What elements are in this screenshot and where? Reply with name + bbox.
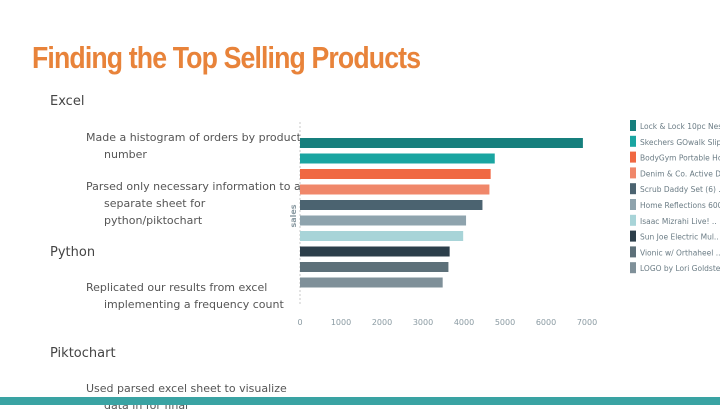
- bottom-accent-bar: [0, 397, 720, 405]
- chart-bar: [300, 169, 491, 179]
- legend-swatch: [630, 246, 636, 258]
- legend-swatch: [630, 135, 636, 147]
- legend-label: Home Reflections 600..: [640, 201, 720, 210]
- legend-label: Sun Joe Electric Mul..: [640, 233, 719, 242]
- section-heading-piktochart: Piktochart: [50, 346, 116, 361]
- x-tick-label: 4000: [454, 318, 474, 327]
- legend-label: LOGO by Lori Goldste..: [640, 264, 720, 273]
- chart-bar: [300, 215, 467, 226]
- legend-label: Isaac Mizrahi Live! ..: [640, 217, 717, 226]
- legend-swatch: [630, 199, 636, 210]
- chart-bar: [300, 138, 583, 148]
- chart-bar: [300, 246, 450, 257]
- bullet-excel-2: Parsed only necessary information to a s…: [86, 180, 301, 227]
- x-tick-label: 0: [297, 318, 302, 327]
- x-tick-label: 6000: [536, 318, 556, 327]
- section-heading-excel: Excel: [50, 94, 85, 109]
- sales-bar-chart: sales 0 1000 2000 3000 4000 5000 6000 7000 Lock &…: [289, 120, 720, 327]
- x-tick-label: 7000: [577, 318, 597, 327]
- chart-bar: [300, 153, 495, 164]
- x-tick-label: 5000: [495, 318, 515, 327]
- legend-label: Denim & Co. Active D..: [640, 169, 720, 178]
- legend-swatch: [630, 151, 636, 163]
- legend-label: Skechers GOwalk Slip..: [640, 138, 720, 147]
- chart-bar: [300, 200, 483, 210]
- x-tick-label: 2000: [372, 318, 392, 327]
- legend-label: BodyGym Portable Hom..: [640, 154, 720, 163]
- chart-bar: [300, 262, 449, 272]
- legend-swatch: [630, 167, 636, 179]
- x-tick-label: 3000: [413, 318, 433, 327]
- chart-bar: [300, 231, 464, 241]
- bullet-python-1: Replicated our results from excel implem…: [86, 281, 284, 311]
- legend-swatch: [630, 230, 636, 242]
- chart-bar: [300, 184, 490, 195]
- legend-swatch: [630, 183, 636, 195]
- section-heading-python: Python: [50, 245, 96, 260]
- bullet-excel-1: Made a histogram of orders by product nu…: [86, 131, 301, 161]
- chart-bar: [300, 277, 443, 288]
- slide-title: Finding the Top Selling Products: [32, 40, 421, 75]
- legend-label: Lock & Lock 10pc Nes..: [640, 122, 720, 131]
- y-axis-label: sales: [289, 204, 298, 227]
- legend-swatch: [630, 214, 636, 226]
- x-tick-label: 1000: [331, 318, 351, 327]
- legend-label: Scrub Daddy Set (6) ..: [640, 185, 720, 194]
- legend-swatch: [630, 262, 636, 274]
- legend-swatch: [630, 120, 636, 131]
- legend-label: Vionic w/ Orthaheel ..: [640, 248, 720, 257]
